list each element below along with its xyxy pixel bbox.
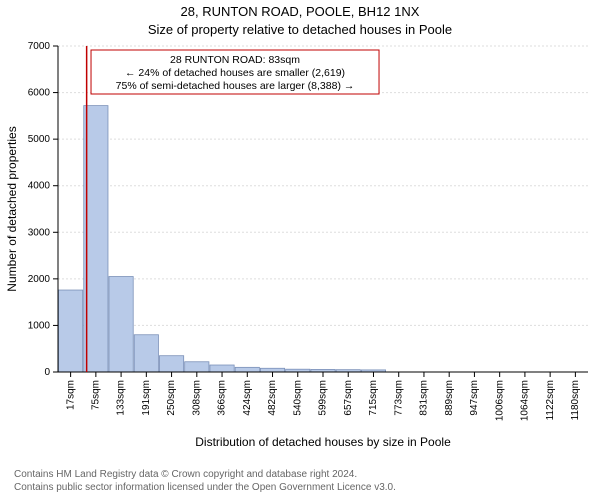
page-subtitle: Size of property relative to detached ho…: [0, 22, 600, 37]
svg-text:5000: 5000: [28, 134, 51, 145]
svg-text:75sqm: 75sqm: [90, 380, 101, 410]
svg-text:133sqm: 133sqm: [116, 380, 127, 416]
svg-text:1000: 1000: [28, 320, 51, 331]
footer-line-1: Contains HM Land Registry data © Crown c…: [14, 469, 586, 482]
svg-text:947sqm: 947sqm: [469, 380, 480, 416]
svg-text:75% of semi-detached houses ar: 75% of semi-detached houses are larger (…: [116, 80, 355, 92]
footer-line-2: Contains public sector information licen…: [14, 482, 586, 495]
svg-text:1006sqm: 1006sqm: [494, 380, 505, 421]
svg-text:424sqm: 424sqm: [242, 380, 253, 416]
svg-text:4000: 4000: [28, 181, 51, 192]
svg-text:250sqm: 250sqm: [166, 380, 177, 416]
chart-container: 28, RUNTON ROAD, POOLE, BH12 1NX Size of…: [0, 0, 600, 500]
svg-text:308sqm: 308sqm: [191, 380, 202, 416]
svg-text:← 24% of detached houses are s: ← 24% of detached houses are smaller (2,…: [125, 67, 345, 79]
svg-text:17sqm: 17sqm: [65, 380, 76, 410]
svg-text:3000: 3000: [28, 227, 51, 238]
svg-text:1180sqm: 1180sqm: [570, 380, 581, 420]
svg-text:2000: 2000: [28, 274, 51, 285]
svg-text:366sqm: 366sqm: [217, 380, 228, 416]
page-title: 28, RUNTON ROAD, POOLE, BH12 1NX: [0, 4, 600, 19]
chart-area: 0 1000 2000 3000 4000 5000 6000 7000 17sqm 75sqm 1…: [0, 40, 600, 460]
histogram-svg: 0 1000 2000 3000 4000 5000 6000 7000 17sqm 75sqm 1…: [0, 40, 600, 460]
svg-text:715sqm: 715sqm: [368, 380, 379, 416]
svg-text:599sqm: 599sqm: [318, 380, 329, 416]
svg-text:191sqm: 191sqm: [141, 380, 152, 416]
svg-text:Distribution of detached house: Distribution of detached houses by size …: [195, 435, 451, 449]
svg-text:831sqm: 831sqm: [419, 380, 430, 416]
svg-text:889sqm: 889sqm: [444, 380, 455, 416]
svg-text:657sqm: 657sqm: [343, 380, 354, 416]
svg-text:1064sqm: 1064sqm: [520, 380, 531, 421]
svg-text:6000: 6000: [28, 88, 51, 99]
svg-text:7000: 7000: [28, 41, 51, 52]
svg-text:540sqm: 540sqm: [292, 380, 303, 416]
svg-text:0: 0: [44, 367, 50, 378]
svg-text:773sqm: 773sqm: [393, 380, 404, 416]
svg-text:482sqm: 482sqm: [267, 380, 278, 416]
svg-text:28 RUNTON ROAD: 83sqm: 28 RUNTON ROAD: 83sqm: [170, 54, 300, 66]
svg-text:1122sqm: 1122sqm: [545, 380, 556, 420]
svg-text:Number of detached properties: Number of detached properties: [5, 126, 19, 291]
footer-attribution: Contains HM Land Registry data © Crown c…: [14, 469, 586, 494]
